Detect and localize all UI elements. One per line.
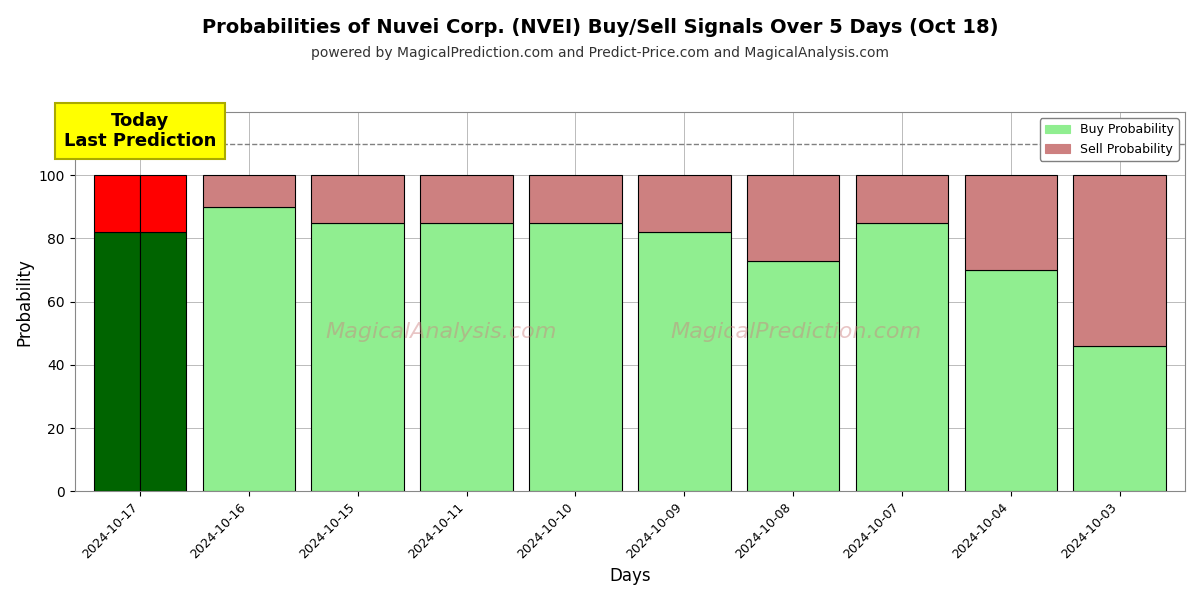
Bar — [638, 175, 731, 232]
Bar — [203, 175, 295, 207]
Text: MagicalAnalysis.com: MagicalAnalysis.com — [325, 322, 557, 342]
Bar — [203, 207, 295, 491]
Bar — [312, 175, 404, 223]
Text: MagicalPrediction.com: MagicalPrediction.com — [671, 322, 922, 342]
Bar — [312, 223, 404, 491]
Bar — [746, 175, 839, 260]
Bar — [1074, 175, 1166, 346]
Bar — [140, 175, 186, 232]
Bar — [856, 175, 948, 223]
Bar — [529, 175, 622, 223]
Legend: Buy Probability, Sell Probability: Buy Probability, Sell Probability — [1040, 118, 1178, 161]
Bar — [529, 223, 622, 491]
Bar — [94, 232, 139, 491]
Bar — [1074, 346, 1166, 491]
Bar — [965, 175, 1057, 270]
Text: powered by MagicalPrediction.com and Predict-Price.com and MagicalAnalysis.com: powered by MagicalPrediction.com and Pre… — [311, 46, 889, 60]
Bar — [965, 270, 1057, 491]
Bar — [856, 223, 948, 491]
Text: Probabilities of Nuvei Corp. (NVEI) Buy/Sell Signals Over 5 Days (Oct 18): Probabilities of Nuvei Corp. (NVEI) Buy/… — [202, 18, 998, 37]
Bar — [420, 175, 512, 223]
X-axis label: Days: Days — [610, 567, 650, 585]
Text: Today
Last Prediction: Today Last Prediction — [64, 112, 216, 151]
Y-axis label: Probability: Probability — [16, 257, 34, 346]
Bar — [140, 232, 186, 491]
Bar — [420, 223, 512, 491]
Bar — [94, 175, 139, 232]
Bar — [638, 232, 731, 491]
Bar — [746, 260, 839, 491]
